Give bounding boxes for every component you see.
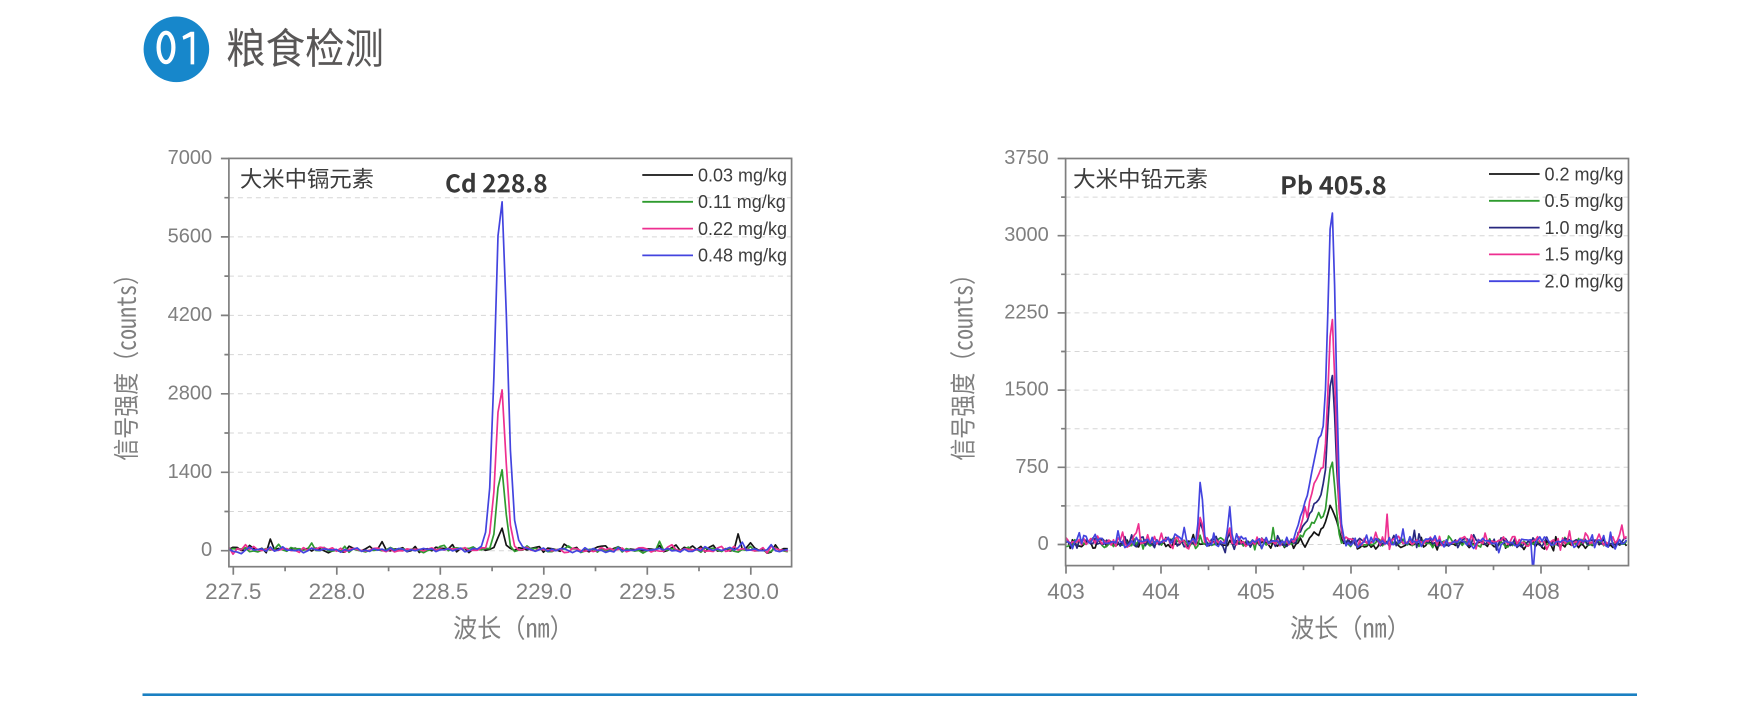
svg-text:3000: 3000 [1004, 224, 1049, 246]
svg-text:0.48 mg/kg: 0.48 mg/kg [698, 246, 787, 266]
svg-text:0.11 mg/kg: 0.11 mg/kg [698, 192, 786, 212]
svg-text:407: 407 [1427, 579, 1465, 604]
svg-text:750: 750 [1015, 456, 1048, 478]
svg-text:4200: 4200 [168, 304, 213, 326]
svg-text:3750: 3750 [1004, 147, 1049, 169]
svg-text:1.5 mg/kg: 1.5 mg/kg [1545, 245, 1624, 265]
svg-text:0: 0 [1038, 533, 1049, 555]
svg-text:408: 408 [1522, 579, 1560, 604]
svg-text:1.0 mg/kg: 1.0 mg/kg [1545, 218, 1624, 238]
svg-text:404: 404 [1142, 579, 1180, 604]
svg-text:229.5: 229.5 [619, 579, 675, 604]
svg-text:0.2 mg/kg: 0.2 mg/kg [1545, 164, 1624, 184]
svg-text:405: 405 [1237, 579, 1275, 604]
svg-text:227.5: 227.5 [205, 579, 261, 604]
svg-text:5600: 5600 [168, 225, 213, 247]
svg-text:0.22 mg/kg: 0.22 mg/kg [698, 219, 787, 239]
svg-text:2800: 2800 [168, 382, 213, 404]
svg-text:228.0: 228.0 [309, 579, 365, 604]
svg-text:0.03 mg/kg: 0.03 mg/kg [698, 165, 787, 185]
svg-text:230.0: 230.0 [723, 579, 779, 604]
svg-text:7000: 7000 [168, 147, 213, 169]
svg-text:228.5: 228.5 [412, 579, 468, 604]
svg-text:2.0 mg/kg: 2.0 mg/kg [1545, 272, 1624, 292]
svg-text:2250: 2250 [1004, 301, 1049, 323]
svg-text:0.5 mg/kg: 0.5 mg/kg [1545, 191, 1624, 211]
svg-text:0: 0 [201, 539, 212, 561]
svg-text:406: 406 [1332, 579, 1370, 604]
svg-text:403: 403 [1047, 579, 1085, 604]
svg-text:1400: 1400 [168, 461, 213, 483]
svg-text:1500: 1500 [1004, 379, 1049, 401]
svg-text:229.0: 229.0 [516, 579, 572, 604]
